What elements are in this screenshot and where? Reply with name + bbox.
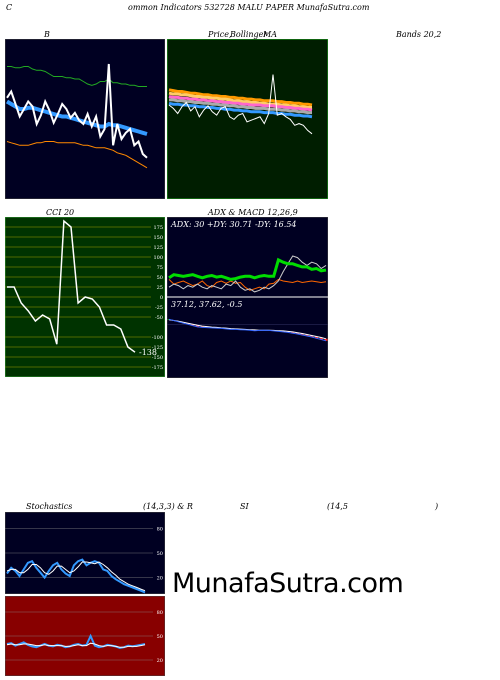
tick-label: 100 xyxy=(153,255,163,261)
tick-label: 150 xyxy=(153,235,163,241)
price-title: Price, xyxy=(208,30,232,39)
tick-label: -50 xyxy=(155,315,163,321)
series-dy xyxy=(168,257,327,281)
stoch-title: Stochastics xyxy=(26,502,73,511)
cci-value-label: -138 xyxy=(139,348,157,357)
bands-title: Bands 20,2 xyxy=(396,30,442,39)
series-ma_3 xyxy=(168,95,313,112)
series-middle xyxy=(5,99,148,136)
series-ma_4 xyxy=(169,98,312,115)
tick-label: 75 xyxy=(157,265,163,271)
watermark: MunafaSutra.com xyxy=(172,568,404,599)
series-cci xyxy=(7,219,136,353)
tick-label: 50 xyxy=(157,634,163,640)
tick-label: 20 xyxy=(157,576,163,582)
stochastics-chart: 80 50 20 xyxy=(5,512,165,594)
series-ma_1 xyxy=(168,88,313,107)
rsi-title: SI xyxy=(240,502,249,511)
price-ma-chart xyxy=(167,39,328,199)
series-rsi_ma xyxy=(6,642,146,648)
series-upper xyxy=(7,66,147,87)
adx-title: ADX & MACD 12,26,9 xyxy=(208,208,298,217)
tick-label: 20 xyxy=(157,658,163,664)
bollinger-title: B xyxy=(44,30,50,39)
series-macd xyxy=(168,318,327,342)
tick-label: -125 xyxy=(152,345,163,351)
tick-label: 80 xyxy=(157,526,163,532)
tick-label: 0 xyxy=(160,295,163,301)
stoch-params: (14,3,3) & R xyxy=(143,502,193,511)
tick-label: 50 xyxy=(157,275,163,281)
bollinger-chart xyxy=(5,39,165,199)
tick-label: -175 xyxy=(152,365,163,371)
tick-label: 25 xyxy=(157,285,163,291)
header-title: ommon Indicators 532728 MALU P xyxy=(128,3,271,12)
series-close xyxy=(168,74,313,135)
series-ma_5 xyxy=(168,101,313,119)
tick-label: -150 xyxy=(152,355,163,361)
price-title-bollinger: Bollinger xyxy=(230,30,268,39)
panel-bg xyxy=(167,39,328,199)
cci-title: CCI 20 xyxy=(46,208,75,217)
series-adx xyxy=(168,255,327,293)
tick-label: 125 xyxy=(153,245,163,251)
rsi-params: (14,5 xyxy=(327,502,348,511)
tick-label: -25 xyxy=(155,305,163,311)
adx-macd-chart: ADX: 30 +DY: 30.71 -DY: 16.54 37.12, 37.6… xyxy=(167,217,328,378)
tick-label: 175 xyxy=(153,225,163,231)
cci-chart: 175 150 125 100 75 50 25 0 -25 -50 -100 -125 -150 -17… xyxy=(5,217,165,377)
header-left: C xyxy=(6,3,13,12)
series-close xyxy=(6,63,148,159)
series-lower xyxy=(6,141,148,169)
macd-values-label: 37.12, 37.62, -0.5 xyxy=(171,300,242,309)
adx-values-label: ADX: 30 +DY: 30.71 -DY: 16.54 xyxy=(170,220,297,229)
series-k xyxy=(6,558,146,594)
price-title-ma: MA xyxy=(263,30,277,39)
rsi-params-close: ) xyxy=(435,502,439,511)
tick-label: -100 xyxy=(152,335,163,341)
rsi-chart: 80 50 20 xyxy=(5,596,165,676)
tick-label: 80 xyxy=(157,610,163,616)
series-ma_2 xyxy=(168,91,312,109)
series-d xyxy=(6,561,146,592)
tick-label: 50 xyxy=(157,551,163,557)
series-dy xyxy=(168,278,327,291)
header-site: APER MunafaSutra.com xyxy=(271,3,370,12)
